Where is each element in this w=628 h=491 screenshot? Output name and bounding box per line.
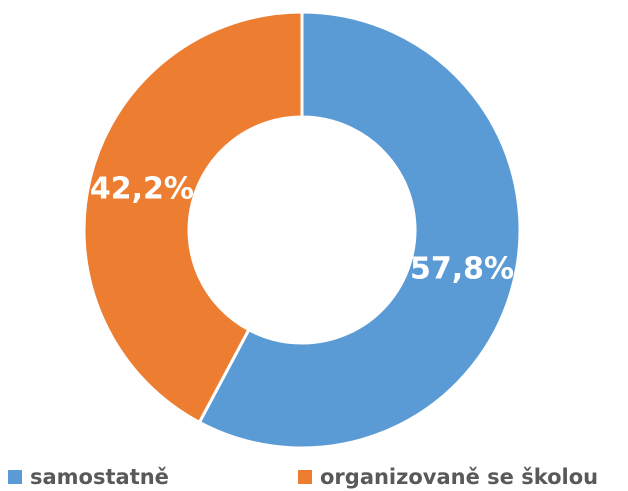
donut-slice [197,10,522,450]
legend-swatch [298,470,312,484]
data-label: 57,8% [410,252,514,287]
legend-label: samostatně [30,465,169,489]
data-label: 42,2% [90,171,194,206]
legend-swatch [8,470,22,484]
legend-label: organizovaně se školou [320,465,598,489]
donut-slice [82,10,304,425]
